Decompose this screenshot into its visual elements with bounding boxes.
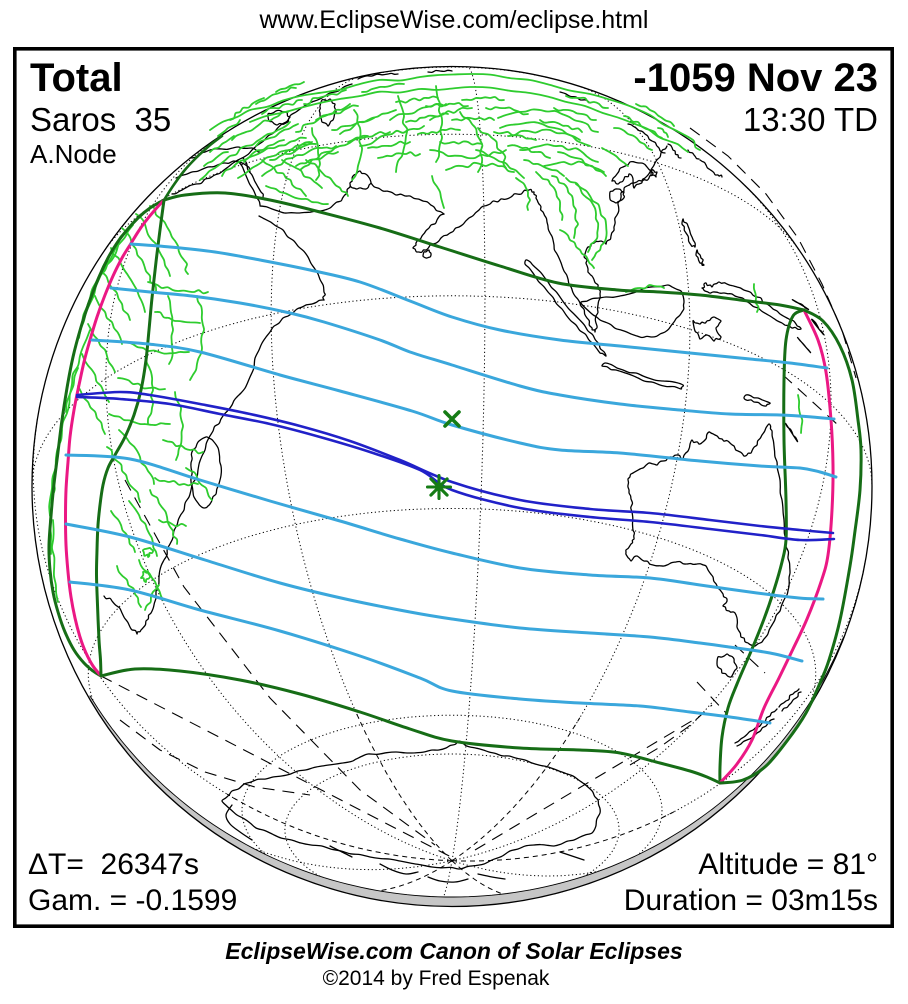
svg-text:Total: Total: [30, 56, 123, 100]
svg-text:Duration = 03m15s: Duration = 03m15s: [624, 884, 878, 917]
svg-text:-1059 Nov 23: -1059 Nov 23: [633, 56, 878, 100]
svg-text:www.EclipseWise.com/eclipse.ht: www.EclipseWise.com/eclipse.html: [259, 6, 649, 34]
svg-text:Gam. = -0.1599: Gam. = -0.1599: [28, 884, 237, 917]
svg-text:13:30 TD: 13:30 TD: [743, 101, 878, 138]
svg-text:ΔT= 26347s: ΔT= 26347s: [28, 848, 199, 881]
svg-text:A.Node: A.Node: [30, 139, 117, 169]
svg-text:EclipseWise.com Canon of Solar: EclipseWise.com Canon of Solar Eclipses: [225, 938, 682, 964]
svg-text:Altitude = 81°: Altitude = 81°: [698, 848, 878, 881]
svg-text:Saros 35: Saros 35: [30, 101, 171, 138]
svg-text:©2014 by Fred Espenak: ©2014 by Fred Espenak: [323, 967, 550, 990]
